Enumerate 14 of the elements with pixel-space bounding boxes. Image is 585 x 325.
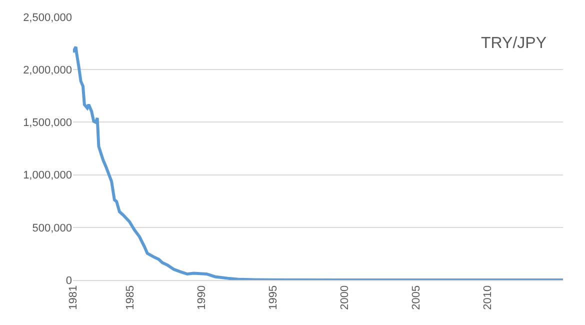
x-tick-label: 2005 [410, 285, 422, 310]
text: TRY/JPY [481, 35, 547, 52]
x-tick-label: 1990 [196, 285, 208, 310]
x-tick-label: 2000 [339, 285, 352, 310]
y-tick-label: 1,500,000 [23, 117, 72, 130]
x-tick-label: 1995 [268, 285, 280, 310]
x-tick-label: 1981 [68, 285, 80, 310]
y-tick-label: 0 [66, 274, 72, 287]
y-tick-label: 2,000,000 [23, 64, 72, 76]
y-tick-label: 2,500,000 [23, 12, 72, 24]
y-tick-label: 500,000 [32, 222, 72, 234]
y-tick-label: 1,000,000 [23, 170, 72, 182]
x-tick-label: 1985 [124, 285, 137, 310]
x-tick-label: 2010 [482, 285, 494, 310]
